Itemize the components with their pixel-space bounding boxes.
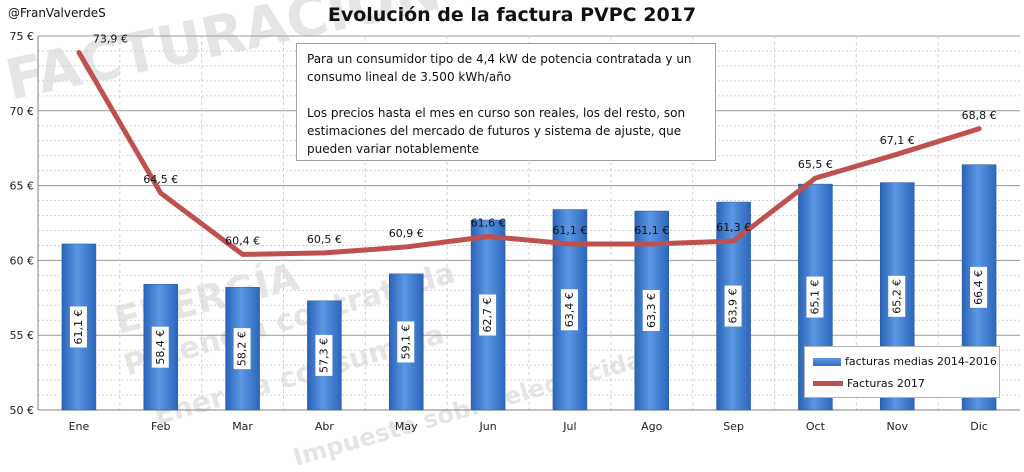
bar-value-label: 65,1 € (808, 280, 821, 315)
x-tick-label: Ago (641, 420, 663, 433)
line-value-label: 73,9 € (93, 32, 128, 45)
bar-value-label: 65,2 € (890, 279, 903, 314)
bar-value-label: 59,1 € (399, 324, 412, 359)
line-value-label: 60,4 € (225, 234, 260, 247)
x-tick-label: Dic (970, 420, 988, 433)
x-tick-label: Ene (69, 420, 90, 433)
x-tick-label: Abr (315, 420, 335, 433)
chart-title: Evolución de la factura PVPC 2017 (0, 4, 1024, 26)
bar-value-label: 58,2 € (236, 331, 249, 366)
legend: facturas medias 2014-2016 Facturas 2017 (804, 346, 1000, 398)
x-tick-label: Jul (562, 420, 576, 433)
x-tick-label: Jun (478, 420, 496, 433)
bar-value-label: 63,4 € (563, 292, 576, 327)
y-tick-label: 75 € (10, 30, 35, 43)
note-line-2: Los precios hasta el mes en curso son re… (307, 104, 705, 158)
line-value-label: 61,6 € (471, 216, 506, 229)
x-tick-label: Sep (723, 420, 744, 433)
x-tick-label: Oct (806, 420, 826, 433)
y-tick-label: 55 € (10, 329, 35, 342)
x-tick-label: Mar (232, 420, 253, 433)
y-tick-label: 60 € (10, 254, 35, 267)
bar-value-label: 58,4 € (154, 330, 167, 365)
y-tick-label: 50 € (10, 404, 35, 417)
legend-item-bars: facturas medias 2014-2016 (813, 355, 997, 368)
bar-value-label: 62,7 € (481, 298, 494, 333)
line-value-label: 60,9 € (389, 227, 424, 240)
bar-value-label: 63,9 € (727, 289, 740, 324)
line-value-label: 61,3 € (716, 221, 751, 234)
line-value-label: 68,8 € (962, 109, 997, 122)
x-tick-label: May (395, 420, 418, 433)
bar-value-label: 63,3 € (645, 293, 658, 328)
x-tick-label: Feb (151, 420, 170, 433)
bar-value-label: 57,3 € (317, 338, 330, 373)
line-value-label: 67,1 € (880, 134, 915, 147)
line-value-label: 60,5 € (307, 233, 342, 246)
legend-item-line: Facturas 2017 (813, 377, 925, 390)
line-value-label: 61,1 € (552, 224, 587, 237)
info-note-box: Para un consumidor tipo de 4,4 kW de pot… (296, 43, 716, 161)
line-value-label: 65,5 € (798, 158, 833, 171)
note-line-1: Para un consumidor tipo de 4,4 kW de pot… (307, 50, 705, 86)
y-tick-label: 70 € (10, 105, 35, 118)
line-value-label: 61,1 € (634, 224, 669, 237)
legend-label-bars: facturas medias 2014-2016 (845, 355, 997, 368)
line-value-label: 64,5 € (143, 173, 178, 186)
legend-swatch-bars (813, 358, 841, 366)
legend-label-line: Facturas 2017 (847, 377, 925, 390)
y-tick-label: 65 € (10, 180, 35, 193)
x-tick-label: Nov (887, 420, 909, 433)
bar-value-label: 66,4 € (972, 270, 985, 305)
bar-value-label: 61,1 € (72, 309, 85, 344)
legend-swatch-line (813, 381, 843, 386)
